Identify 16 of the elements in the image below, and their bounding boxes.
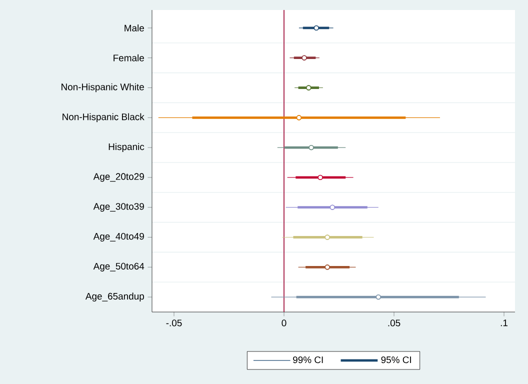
- x-tick-label: .05: [388, 320, 400, 326]
- y-tick-label: Non-Hispanic Black: [62, 113, 144, 122]
- y-tick-label: Female: [114, 54, 144, 62]
- y-tick-label: Age_50to64: [93, 262, 144, 272]
- y-tick-label: Non-Hispanic White: [62, 83, 144, 92]
- legend-label: 95% CI: [381, 356, 411, 364]
- x-tick-label: -.05: [166, 320, 182, 326]
- x-tick-label: 0: [282, 320, 286, 326]
- y-tick-label: Age_40to49: [93, 232, 144, 242]
- y-tick-label: Age_20to29: [93, 173, 144, 182]
- legend-label: 99% CI: [293, 356, 323, 364]
- y-tick-label: Hispanic: [108, 143, 144, 152]
- y-tick-label: Age_65andup: [85, 292, 144, 302]
- y-tick-label: Male: [124, 24, 144, 32]
- y-tick-label: Age_30to39: [93, 203, 144, 212]
- x-tick-label: .1: [500, 320, 508, 326]
